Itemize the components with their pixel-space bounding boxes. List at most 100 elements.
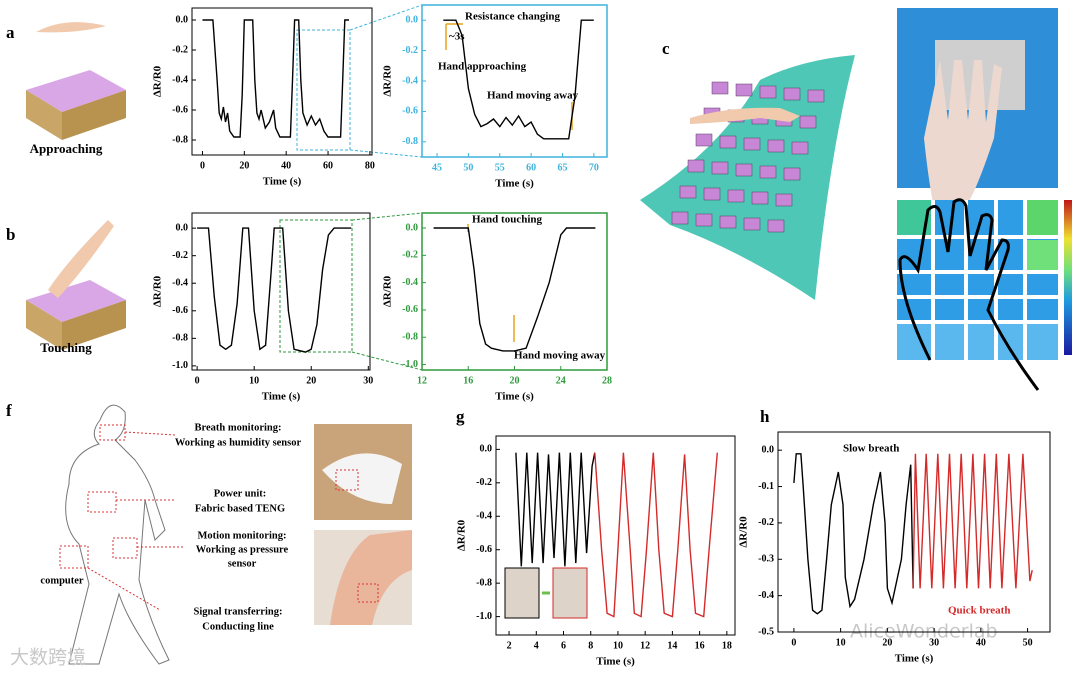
x-tick-label: 10 [249,375,259,386]
x-tick-label: 50 [463,162,473,173]
watermark: 大数跨境 [10,647,86,669]
annotation: Hand touching [472,214,542,226]
x-tick-label: 0 [200,160,205,171]
y-tick-label: -0.8 [402,332,418,343]
y-axis-label: ΔR/R0 [152,65,164,97]
sensor-block [735,163,753,177]
x-tick-label: 20 [882,637,892,648]
y-tick-label: -0.2 [402,45,418,56]
annotation: Slow breath [843,443,899,455]
y-tick-label: -0.2 [758,517,774,528]
series-line [197,227,352,353]
sensor-block [775,193,793,207]
plot-frame [191,212,371,371]
x-axis-label: Time (s) [495,178,534,190]
y-tick-label: -0.4 [476,511,492,522]
series-line [793,453,914,615]
x-axis-label: Time (s) [895,653,934,665]
x-tick-label: 16 [463,375,473,386]
caption: Touching [40,340,92,355]
y-axis-label: ΔR/R0 [382,65,394,97]
x-tick-label: 40 [281,160,291,171]
series-line [515,452,596,567]
y-tick-label: -0.8 [172,333,188,344]
sensor-block [711,81,729,95]
sensor-block [751,191,769,205]
plot-frame [777,431,1051,633]
label: Breath monitoring: [194,422,281,433]
x-tick-label: 60 [323,160,333,171]
panel-label: g [456,407,465,426]
zoom-region [296,29,351,151]
series-line [594,452,718,618]
panel-label: f [6,401,12,420]
fabric-illustration [26,22,126,350]
x-tick-label: 10 [836,637,846,648]
panel-label: c [662,39,670,58]
sensor-block [807,89,825,103]
x-axis-label: Time (s) [495,391,534,403]
x-tick-label: 12 [417,375,427,386]
x-tick-label: 24 [556,375,566,386]
y-tick-label: 0.0 [480,444,493,455]
x-tick-label: 12 [640,640,650,651]
zoom-region [279,219,353,353]
hand-photo [897,8,1058,208]
y-tick-label: 0.0 [406,222,419,233]
y-tick-label: -0.2 [172,44,188,55]
x-tick-label: 20 [306,375,316,386]
x-tick-label: 14 [667,640,677,651]
y-tick-label: 0.0 [406,14,419,25]
y-tick-label: -0.2 [402,250,418,261]
y-tick-label: -1.0 [476,611,492,622]
plot-frame [421,212,608,371]
zoom-connector [351,212,423,221]
plot-frame [421,4,608,158]
series-line [433,227,596,352]
series-line [443,19,594,140]
y-axis-label: ΔR/R0 [152,275,164,307]
heatmap [897,198,1072,391]
y-tick-label: -0.8 [402,136,418,147]
y-tick-label: -0.8 [476,577,492,588]
x-axis-label: Time (s) [596,656,635,668]
y-tick-label: -0.6 [476,544,492,555]
y-tick-label: -0.6 [172,305,188,316]
y-tick-label: -1.0 [172,360,188,371]
x-tick-label: 18 [722,640,732,651]
x-tick-label: 45 [432,162,442,173]
x-tick-label: 20 [239,160,249,171]
plot-frame [191,7,373,156]
annotation: Hand approaching [438,61,527,73]
label: sensor [228,558,257,569]
y-tick-label: -0.3 [758,554,774,565]
label: Fabric based TENG [195,503,285,514]
x-tick-label: 30 [363,375,373,386]
label: computer [40,575,83,586]
x-tick-label: 10 [613,640,623,651]
plot-frame [495,435,736,636]
body-illustration [59,404,412,665]
y-tick-label: 0.0 [176,14,189,25]
x-tick-label: 28 [602,375,612,386]
sensor-block [767,139,785,153]
x-tick-label: 65 [557,162,567,173]
zoom-connector [351,351,423,371]
y-tick-label: -0.8 [172,134,188,145]
y-tick-label: -0.4 [402,277,418,288]
sensor-block [695,213,713,227]
y-tick-label: -0.4 [172,278,188,289]
sensor-block [695,133,713,147]
sensor-block [703,187,721,201]
x-tick-label: 0 [791,637,796,648]
sensor-block [711,161,729,175]
x-tick-label: 6 [561,640,566,651]
panel-label: h [760,407,770,426]
annotation: Quick breath [948,605,1010,617]
x-tick-label: 2 [507,640,512,651]
y-tick-label: -0.4 [172,74,188,85]
x-tick-label: 80 [365,160,375,171]
y-tick-label: 0.0 [176,222,189,233]
y-axis-label: ΔR/R0 [738,516,750,548]
